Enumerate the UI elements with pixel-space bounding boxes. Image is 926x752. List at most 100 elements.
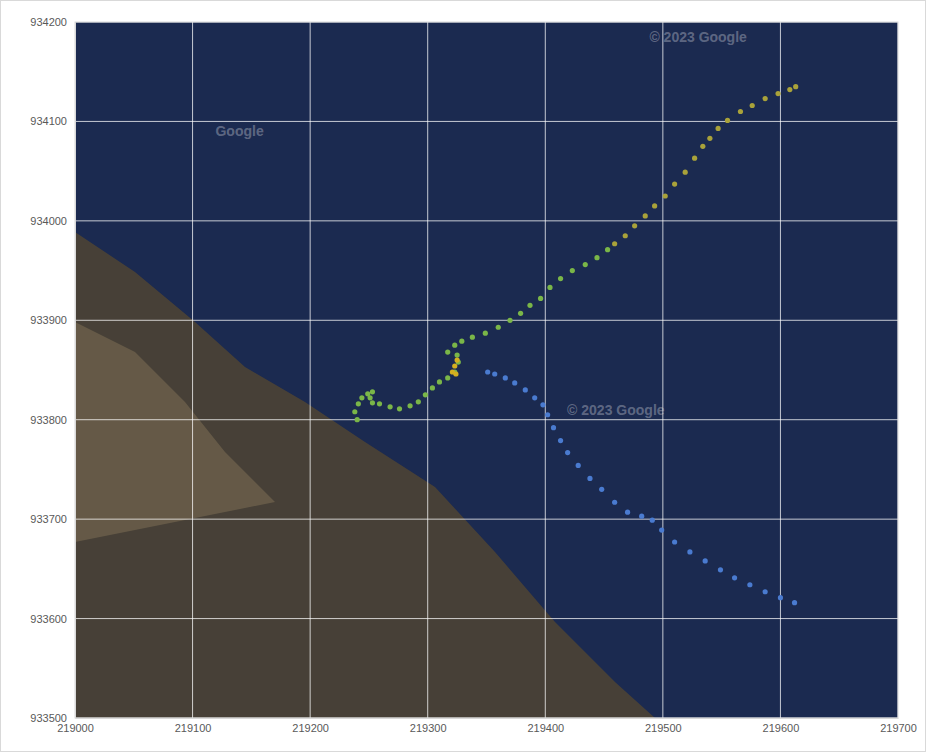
- point: [652, 203, 657, 208]
- point: [452, 363, 457, 368]
- watermark: © 2023 Google: [567, 402, 665, 418]
- point: [518, 311, 523, 316]
- grid-line-y: [75, 419, 898, 420]
- point: [416, 399, 421, 404]
- point: [430, 385, 435, 390]
- point: [707, 136, 712, 141]
- point: [527, 303, 532, 308]
- y-tick: 934200: [30, 16, 75, 28]
- x-tick: 219300: [410, 718, 447, 734]
- y-tick-label: 933900: [30, 314, 67, 326]
- point: [599, 487, 604, 492]
- point: [793, 84, 798, 89]
- point: [370, 400, 375, 405]
- x-tick: 219400: [527, 718, 564, 734]
- point: [470, 335, 475, 340]
- y-axis: 9335009336009337009338009339009340009341…: [30, 16, 75, 724]
- x-tick: 219500: [645, 718, 682, 734]
- point: [370, 389, 375, 394]
- point: [750, 103, 755, 108]
- point: [507, 318, 512, 323]
- x-tick: 219100: [175, 718, 212, 734]
- point: [387, 404, 392, 409]
- x-tick-label: 219100: [175, 722, 212, 734]
- plot-background: [75, 22, 898, 718]
- point: [683, 170, 688, 175]
- point: [423, 392, 428, 397]
- y-tick: 934100: [30, 115, 75, 127]
- x-tick-label: 219200: [292, 722, 329, 734]
- point: [512, 380, 517, 385]
- annotations: Google © 2023 Google © 2023 Google: [215, 29, 747, 418]
- point: [558, 276, 563, 281]
- land: [75, 232, 655, 718]
- point: [459, 339, 464, 344]
- point: [612, 500, 617, 505]
- marks: [352, 84, 798, 605]
- grid-line-y: [75, 618, 898, 619]
- point: [639, 514, 644, 519]
- point: [453, 371, 458, 376]
- point: [485, 369, 490, 374]
- point: [551, 425, 556, 430]
- x-tick-label: 219700: [880, 722, 917, 734]
- point: [377, 401, 382, 406]
- land-highlight: [75, 322, 275, 542]
- x-tick: 219700: [880, 718, 917, 734]
- point: [587, 476, 592, 481]
- point: [738, 109, 743, 114]
- point: [356, 401, 361, 406]
- point: [700, 144, 705, 149]
- background-art: [75, 232, 655, 718]
- x-tick: 219600: [763, 718, 800, 734]
- series: [450, 357, 460, 376]
- grid-line-x: [662, 22, 663, 718]
- point: [632, 223, 637, 228]
- point: [565, 450, 570, 455]
- series: [485, 369, 797, 605]
- point: [455, 352, 460, 357]
- y-tick-label: 934000: [30, 215, 67, 227]
- point: [650, 518, 655, 523]
- point: [483, 331, 488, 336]
- point: [545, 412, 550, 417]
- x-tick: 219200: [292, 718, 329, 734]
- y-tick-label: 934200: [30, 16, 67, 28]
- point: [558, 438, 563, 443]
- point: [672, 539, 677, 544]
- chart-frame: [1, 1, 926, 752]
- point: [763, 589, 768, 594]
- y-tick: 933600: [30, 613, 75, 625]
- point: [625, 510, 630, 515]
- y-tick-label: 933800: [30, 414, 67, 426]
- grid-line-y: [75, 519, 898, 520]
- point: [445, 350, 450, 355]
- point: [612, 241, 617, 246]
- series: [612, 84, 798, 246]
- x-tick-label: 219400: [527, 722, 564, 734]
- x-tick-label: 219600: [763, 722, 800, 734]
- point: [703, 558, 708, 563]
- grid-line-x: [427, 22, 428, 718]
- point: [787, 87, 792, 92]
- point: [692, 156, 697, 161]
- point: [792, 600, 797, 605]
- point: [732, 575, 737, 580]
- y-tick-label: 933700: [30, 513, 67, 525]
- y-tick: 933800: [30, 414, 75, 426]
- point: [659, 527, 664, 532]
- watermark: Google: [215, 123, 263, 139]
- point: [437, 379, 442, 384]
- point: [583, 262, 588, 267]
- point: [523, 387, 528, 392]
- point: [778, 595, 783, 600]
- point: [397, 406, 402, 411]
- x-tick-label: 219500: [645, 722, 682, 734]
- grid-line-x: [545, 22, 546, 718]
- watermark: © 2023 Google: [649, 29, 747, 45]
- x-tick-label: 219300: [410, 722, 447, 734]
- y-tick-label: 933600: [30, 613, 67, 625]
- y-tick: 933700: [30, 513, 75, 525]
- point: [452, 343, 457, 348]
- point: [503, 375, 508, 380]
